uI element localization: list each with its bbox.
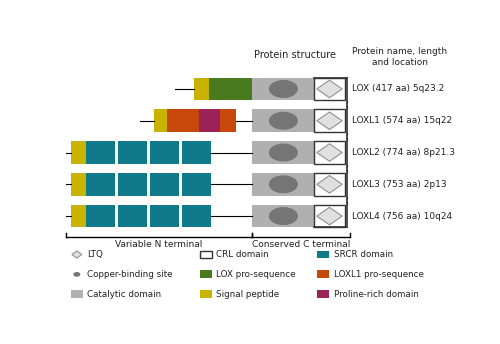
PathPatch shape bbox=[317, 112, 342, 130]
Bar bbox=[252, 141, 346, 164]
PathPatch shape bbox=[317, 144, 342, 161]
Bar bbox=[86, 205, 115, 227]
Bar bbox=[182, 173, 212, 196]
Bar bbox=[182, 141, 212, 164]
Bar bbox=[167, 109, 199, 132]
Text: LTQ: LTQ bbox=[88, 250, 103, 259]
Text: Protein structure: Protein structure bbox=[254, 50, 336, 60]
Bar bbox=[71, 205, 86, 227]
Bar bbox=[86, 173, 115, 196]
Bar bbox=[150, 141, 179, 164]
Bar bbox=[86, 141, 115, 164]
Bar bbox=[314, 78, 346, 100]
Bar bbox=[182, 205, 212, 227]
PathPatch shape bbox=[72, 251, 82, 258]
Bar bbox=[71, 173, 86, 196]
Text: LOX (417 aa) 5q23.2: LOX (417 aa) 5q23.2 bbox=[352, 85, 444, 94]
Text: CRL domain: CRL domain bbox=[216, 250, 269, 259]
Ellipse shape bbox=[269, 207, 298, 225]
Text: LOX pro-sequence: LOX pro-sequence bbox=[216, 270, 296, 279]
Ellipse shape bbox=[269, 175, 298, 193]
Ellipse shape bbox=[269, 112, 298, 130]
PathPatch shape bbox=[317, 80, 342, 98]
Ellipse shape bbox=[74, 272, 80, 277]
Bar bbox=[318, 290, 329, 298]
Bar bbox=[318, 250, 329, 258]
Text: Copper-binding site: Copper-binding site bbox=[88, 270, 173, 279]
Text: Protein name, length
and location: Protein name, length and location bbox=[352, 47, 447, 66]
PathPatch shape bbox=[317, 207, 342, 225]
Text: Variable N terminal: Variable N terminal bbox=[116, 240, 202, 249]
Text: LOXL1 pro-sequence: LOXL1 pro-sequence bbox=[334, 270, 424, 279]
Text: Signal peptide: Signal peptide bbox=[216, 290, 280, 299]
Bar bbox=[118, 141, 147, 164]
Text: SRCR domain: SRCR domain bbox=[334, 250, 393, 259]
Bar bbox=[71, 290, 83, 298]
Bar bbox=[314, 109, 346, 132]
Bar bbox=[118, 205, 147, 227]
Text: Proline-rich domain: Proline-rich domain bbox=[334, 290, 418, 299]
PathPatch shape bbox=[317, 175, 342, 193]
Bar bbox=[220, 109, 236, 132]
Bar bbox=[194, 78, 209, 100]
Bar bbox=[200, 250, 211, 258]
Bar bbox=[252, 205, 346, 227]
Bar bbox=[200, 290, 211, 298]
Bar bbox=[209, 78, 252, 100]
Bar bbox=[150, 205, 179, 227]
Bar bbox=[150, 173, 179, 196]
Bar bbox=[252, 173, 346, 196]
Text: LOXL1 (574 aa) 15q22: LOXL1 (574 aa) 15q22 bbox=[352, 116, 452, 125]
Bar bbox=[314, 205, 346, 227]
Text: LOXL4 (756 aa) 10q24: LOXL4 (756 aa) 10q24 bbox=[352, 212, 452, 221]
Text: Conserved C terminal: Conserved C terminal bbox=[252, 240, 350, 249]
Bar bbox=[252, 78, 346, 100]
Ellipse shape bbox=[269, 143, 298, 162]
Ellipse shape bbox=[269, 80, 298, 98]
Bar bbox=[71, 141, 86, 164]
Text: Catalytic domain: Catalytic domain bbox=[88, 290, 162, 299]
Bar bbox=[314, 141, 346, 164]
Bar bbox=[118, 173, 147, 196]
Bar bbox=[154, 109, 167, 132]
Text: LOXL2 (774 aa) 8p21.3: LOXL2 (774 aa) 8p21.3 bbox=[352, 148, 456, 157]
Bar bbox=[252, 109, 346, 132]
Bar bbox=[314, 173, 346, 196]
Bar bbox=[199, 109, 220, 132]
Bar bbox=[318, 270, 329, 278]
Bar bbox=[200, 270, 211, 278]
Text: LOXL3 (753 aa) 2p13: LOXL3 (753 aa) 2p13 bbox=[352, 180, 447, 189]
